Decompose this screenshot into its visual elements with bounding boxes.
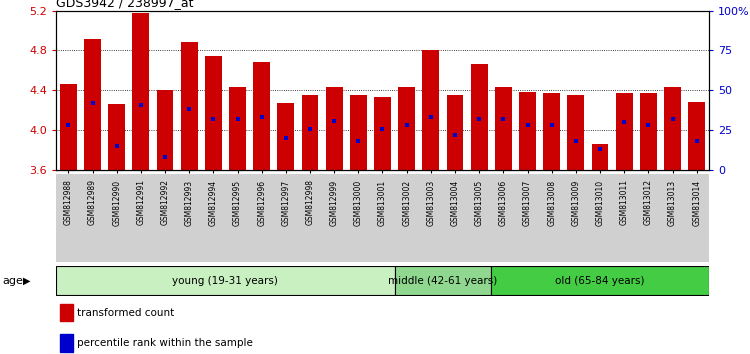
Bar <box>471 64 488 170</box>
Bar <box>278 103 294 170</box>
Bar <box>84 40 101 170</box>
Bar <box>229 87 246 170</box>
FancyBboxPatch shape <box>56 266 394 295</box>
FancyBboxPatch shape <box>564 174 588 262</box>
Bar <box>664 87 681 170</box>
Bar <box>422 51 439 170</box>
Text: GSM812988: GSM812988 <box>64 179 73 225</box>
Text: GSM812997: GSM812997 <box>281 179 290 225</box>
Text: percentile rank within the sample: percentile rank within the sample <box>77 338 253 348</box>
Text: GSM813008: GSM813008 <box>548 179 556 225</box>
FancyBboxPatch shape <box>346 174 370 262</box>
Text: ▶: ▶ <box>22 275 30 286</box>
Text: GSM813013: GSM813013 <box>668 179 677 225</box>
Text: GSM812989: GSM812989 <box>88 179 97 225</box>
FancyBboxPatch shape <box>274 174 298 262</box>
FancyBboxPatch shape <box>491 266 709 295</box>
Text: GSM812998: GSM812998 <box>305 179 314 225</box>
Text: GSM813003: GSM813003 <box>426 179 435 226</box>
Bar <box>567 95 584 170</box>
Text: GSM813010: GSM813010 <box>596 179 604 225</box>
Bar <box>205 56 222 170</box>
Bar <box>543 93 560 170</box>
Bar <box>592 144 608 170</box>
Bar <box>108 104 125 170</box>
Text: GSM813001: GSM813001 <box>378 179 387 225</box>
Text: GSM813011: GSM813011 <box>620 179 628 225</box>
FancyBboxPatch shape <box>685 174 709 262</box>
FancyBboxPatch shape <box>394 174 418 262</box>
Bar <box>688 102 705 170</box>
Text: GSM813000: GSM813000 <box>354 179 363 226</box>
Text: GSM813007: GSM813007 <box>523 179 532 226</box>
Text: GSM812995: GSM812995 <box>233 179 242 225</box>
Text: GSM812999: GSM812999 <box>330 179 339 225</box>
Bar <box>60 84 76 170</box>
Text: GSM813012: GSM813012 <box>644 179 652 225</box>
Text: young (19-31 years): young (19-31 years) <box>172 275 278 286</box>
Bar <box>326 87 343 170</box>
Text: GSM813004: GSM813004 <box>451 179 460 226</box>
Bar <box>640 93 657 170</box>
FancyBboxPatch shape <box>491 174 515 262</box>
FancyBboxPatch shape <box>539 174 564 262</box>
Bar <box>59 334 73 352</box>
Bar <box>302 95 319 170</box>
FancyBboxPatch shape <box>250 174 274 262</box>
FancyBboxPatch shape <box>129 174 153 262</box>
Bar <box>157 90 173 170</box>
Text: GSM813006: GSM813006 <box>499 179 508 226</box>
Text: GSM812993: GSM812993 <box>184 179 194 225</box>
Text: GSM812996: GSM812996 <box>257 179 266 225</box>
FancyBboxPatch shape <box>201 174 226 262</box>
FancyBboxPatch shape <box>80 174 104 262</box>
FancyBboxPatch shape <box>177 174 201 262</box>
Bar <box>616 93 632 170</box>
Bar <box>446 95 464 170</box>
Text: old (65-84 years): old (65-84 years) <box>555 275 645 286</box>
Bar <box>519 92 536 170</box>
Bar <box>59 304 73 321</box>
Bar <box>374 97 391 170</box>
Bar <box>398 87 415 170</box>
Text: GSM812992: GSM812992 <box>160 179 170 225</box>
Text: GSM813005: GSM813005 <box>475 179 484 226</box>
FancyBboxPatch shape <box>153 174 177 262</box>
FancyBboxPatch shape <box>515 174 539 262</box>
Bar <box>350 95 367 170</box>
FancyBboxPatch shape <box>394 266 491 295</box>
Text: GSM812991: GSM812991 <box>136 179 146 225</box>
Text: GSM812994: GSM812994 <box>209 179 218 225</box>
Text: GDS3942 / 238997_at: GDS3942 / 238997_at <box>56 0 194 10</box>
FancyBboxPatch shape <box>419 174 443 262</box>
FancyBboxPatch shape <box>443 174 467 262</box>
Text: transformed count: transformed count <box>77 308 175 318</box>
FancyBboxPatch shape <box>322 174 346 262</box>
Bar <box>254 62 270 170</box>
FancyBboxPatch shape <box>612 174 636 262</box>
Bar <box>181 42 197 170</box>
FancyBboxPatch shape <box>56 174 80 262</box>
FancyBboxPatch shape <box>370 174 394 262</box>
Bar <box>132 13 149 170</box>
FancyBboxPatch shape <box>226 174 250 262</box>
FancyBboxPatch shape <box>636 174 661 262</box>
Text: GSM813014: GSM813014 <box>692 179 701 225</box>
FancyBboxPatch shape <box>588 174 612 262</box>
FancyBboxPatch shape <box>467 174 491 262</box>
Text: middle (42-61 years): middle (42-61 years) <box>388 275 497 286</box>
FancyBboxPatch shape <box>104 174 129 262</box>
FancyBboxPatch shape <box>298 174 322 262</box>
Text: GSM813009: GSM813009 <box>572 179 580 226</box>
Text: age: age <box>2 275 23 286</box>
Text: GSM813002: GSM813002 <box>402 179 411 225</box>
Bar <box>495 87 512 170</box>
Text: GSM812990: GSM812990 <box>112 179 122 225</box>
FancyBboxPatch shape <box>661 174 685 262</box>
